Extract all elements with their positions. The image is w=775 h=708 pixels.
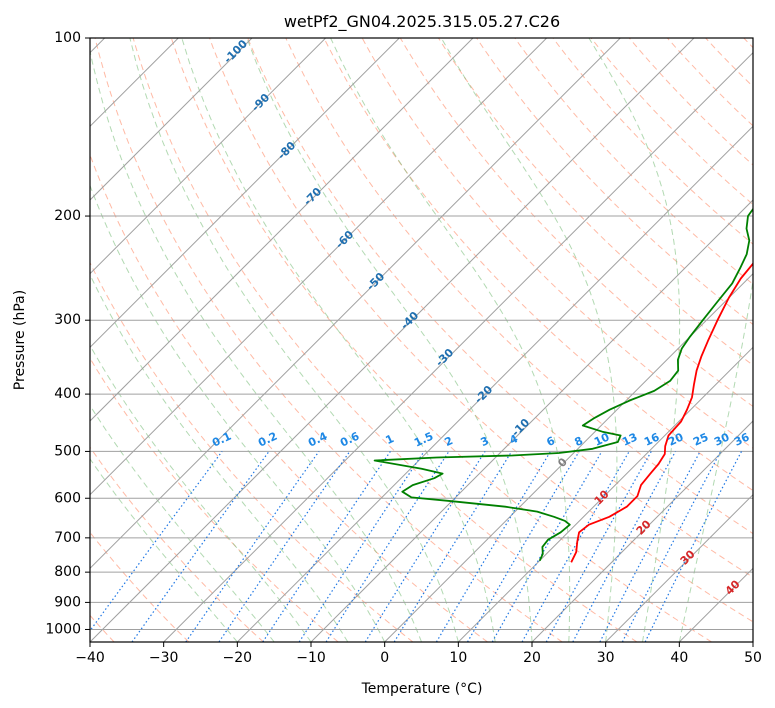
- dry-adiabat: [552, 38, 753, 245]
- isotherm: [236, 125, 753, 642]
- isotherm: [90, 38, 695, 642]
- moist-adiabat: [588, 38, 681, 642]
- dry-adiabat: [90, 153, 488, 642]
- mixing-ratio-line: [298, 451, 425, 642]
- plot-frame: [89, 37, 754, 643]
- x-tick-label: −20: [223, 650, 253, 666]
- x-tick-label: 50: [744, 650, 762, 666]
- mixing-ratio-line: [621, 451, 722, 642]
- moist-adiabat: [330, 38, 571, 642]
- isotherm: [310, 199, 753, 642]
- y-tick-label: 100: [54, 30, 81, 46]
- dry-adiabat: [90, 261, 414, 642]
- dry-adiabat: [590, 38, 753, 206]
- isotherm: [90, 38, 548, 496]
- x-tick-label: −30: [149, 650, 179, 666]
- mixing-ratio-label: 36: [732, 430, 752, 448]
- isotherm: [605, 493, 753, 642]
- y-tick-label: 600: [54, 490, 81, 506]
- y-axis-label: Pressure (hPa): [12, 290, 28, 390]
- dry-adiabat: [209, 38, 753, 623]
- mixing-ratio-line: [131, 451, 270, 642]
- x-axis-ticks: −40 −30 −20 −10 0 10 20 30 40 50: [75, 642, 762, 666]
- dewpoint-profile: [373, 207, 753, 562]
- moist-adiabat: [90, 48, 422, 642]
- mixing-ratio-label: 25: [691, 430, 710, 448]
- chart-title: wetPf2_GN04.2025.315.05.27.C26: [284, 12, 560, 32]
- dry-adiabat: [247, 38, 753, 578]
- dry-adiabat: [132, 38, 638, 642]
- moist-adiabat: [90, 184, 386, 642]
- dry-adiabat: [437, 38, 753, 366]
- mixing-ratio-line: [644, 451, 743, 642]
- mixing-ratio-line: [218, 451, 351, 642]
- background-lines: [90, 38, 753, 642]
- x-tick-label: −10: [296, 650, 326, 666]
- data-series: [373, 207, 753, 563]
- mixing-ratio-line: [572, 451, 677, 642]
- isotherm: [90, 38, 622, 570]
- x-axis-label: Temperature (°C): [361, 681, 483, 697]
- mixing-ratio-label: 20: [666, 430, 686, 448]
- isotherm: [457, 346, 753, 642]
- y-tick-label: 1000: [45, 621, 81, 637]
- isotherm: [90, 38, 401, 349]
- isotherm: [90, 38, 253, 201]
- isotherm: [90, 38, 327, 275]
- dry-adiabat: [285, 38, 753, 535]
- x-tick-label: 10: [449, 650, 467, 666]
- mixing-ratio-line: [325, 451, 450, 642]
- x-tick-label: −40: [75, 650, 105, 666]
- mixing-ratio-label: 30: [712, 430, 732, 448]
- moist-adiabat: [90, 273, 349, 642]
- y-tick-label: 300: [54, 312, 81, 328]
- y-tick-label: 200: [54, 208, 81, 224]
- dry-adiabat: [628, 38, 753, 166]
- x-tick-label: 20: [523, 650, 541, 666]
- temperature-profile: [570, 262, 753, 563]
- mixing-ratio-line: [545, 451, 652, 642]
- x-tick-label: 30: [597, 650, 615, 666]
- mixing-ratio-line: [185, 451, 320, 642]
- dry-adiabat: [361, 38, 753, 449]
- moist-adiabat: [246, 38, 533, 642]
- mixing-ratio-label: 13: [620, 430, 639, 448]
- x-tick-label: 0: [380, 650, 389, 666]
- y-tick-label: 900: [54, 594, 81, 610]
- dry-adiabat: [90, 446, 264, 642]
- mixing-ratio-line: [393, 451, 513, 642]
- moist-adiabat: [90, 458, 238, 642]
- dry-adiabat: [323, 38, 753, 492]
- isotherm: [531, 420, 753, 642]
- dry-adiabat: [475, 38, 753, 326]
- y-tick-label: 700: [54, 530, 81, 546]
- moist-adiabat: [90, 404, 275, 642]
- y-tick-label: 500: [54, 443, 81, 459]
- mixing-ratio-label: 10: [592, 430, 612, 448]
- y-tick-label: 400: [54, 386, 81, 402]
- mixing-ratio-label: 16: [642, 430, 662, 448]
- isotherm: [90, 38, 474, 422]
- mixing-ratio-line: [262, 451, 391, 642]
- y-axis-ticks: 100 200 300 400 500 600 700 800 900 1000: [45, 30, 90, 637]
- y-tick-label: 800: [54, 564, 81, 580]
- moist-adiabat: [440, 38, 618, 642]
- x-tick-label: 40: [670, 650, 688, 666]
- moist-adiabat: [678, 38, 753, 642]
- dry-adiabat: [399, 38, 753, 408]
- dry-adiabat: [90, 357, 339, 642]
- mixing-ratio-line: [90, 451, 223, 632]
- isotherm: [163, 51, 753, 642]
- mixing-ratio-line: [521, 451, 630, 642]
- dry-adiabat: [94, 38, 563, 642]
- moist-adiabat: [129, 38, 459, 642]
